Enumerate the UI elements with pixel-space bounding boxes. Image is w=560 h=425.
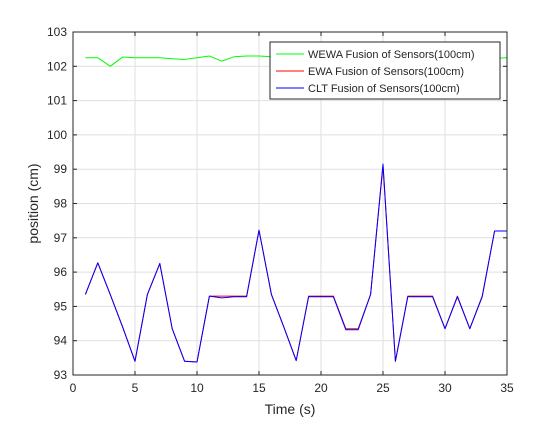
y-tick-label: 96: [54, 265, 68, 279]
legend-box: [269, 41, 501, 100]
y-tick-label: 100: [47, 128, 67, 142]
y-tick-label: 103: [47, 25, 67, 39]
y-axis-title: position (cm): [25, 163, 41, 243]
y-tick-label: 102: [47, 59, 67, 73]
x-axis-title: Time (s): [265, 401, 316, 417]
x-tick-label: 0: [70, 381, 77, 395]
x-tick-label: 5: [132, 381, 139, 395]
x-tick-label: 20: [314, 381, 328, 395]
y-tick-label: 101: [47, 94, 67, 108]
y-tick-label: 98: [54, 197, 68, 211]
y-axis: 93 94 95 96 97 98 99 100 101 102 103: [47, 25, 507, 382]
x-tick-label: 10: [190, 381, 204, 395]
x-tick-label: 35: [500, 381, 514, 395]
clt-series-line: [84, 163, 507, 363]
legend-label-clt: CLT Fusion of Sensors(100cm): [308, 83, 460, 95]
y-tick-label: 95: [54, 299, 68, 313]
y-tick-label: 99: [54, 162, 68, 176]
x-axis: 0 5 10 15 20 25 30 35: [70, 32, 514, 395]
x-tick-label: 15: [252, 381, 266, 395]
x-tick-label: 30: [438, 381, 452, 395]
legend: WEWA Fusion of Sensors(100cm) EWA Fusion…: [269, 41, 501, 100]
legend-label-wewa: WEWA Fusion of Sensors(100cm): [308, 49, 474, 61]
y-tick-label: 93: [54, 368, 68, 382]
legend-label-ewa: EWA Fusion of Sensors(100cm): [308, 66, 464, 78]
y-tick-label: 94: [54, 334, 68, 348]
y-tick-label: 97: [54, 231, 68, 245]
x-tick-label: 25: [376, 381, 390, 395]
